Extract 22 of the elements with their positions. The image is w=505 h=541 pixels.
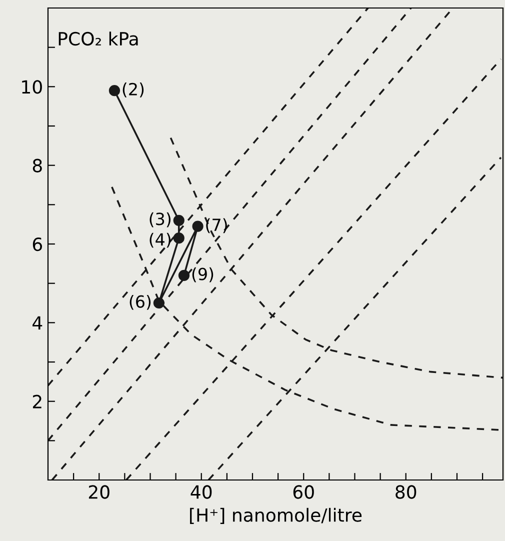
x-tick-label: 20 [88,485,110,499]
x-axis-title: [H⁺] nanomole/litre [190,508,362,524]
point [192,220,204,232]
annotation: (9) [192,267,214,282]
y-tick-label: 6 [32,237,42,252]
y-tick-label: 2 [32,394,42,408]
point [173,232,184,244]
point [108,85,120,96]
x-tick-label: 80 [396,485,416,499]
x-tick-label: 60 [293,485,314,499]
annotation: (7) [206,218,227,234]
y-tick-label: 10 [22,80,42,94]
point [178,270,190,282]
point [173,214,184,226]
annotation: (3) [150,212,170,228]
y-axis-title: PCO₂ kPa [58,32,138,46]
x-tick-label: 40 [190,485,212,499]
y-tick-label: 8 [32,158,42,172]
y-tick-label: 4 [32,316,42,330]
annotation: (2) [122,82,144,98]
annotation: (4) [150,232,170,248]
annotation: (6) [130,294,151,310]
